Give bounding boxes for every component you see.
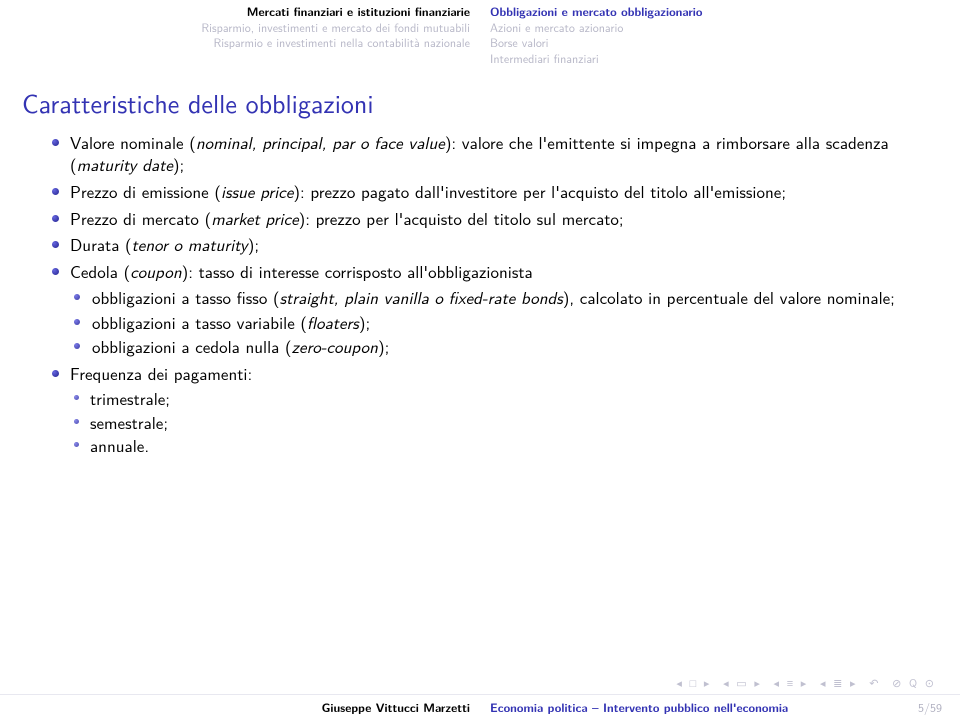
footline: Giuseppe Vittucci Marzetti Economia poli… bbox=[0, 694, 960, 720]
nav-symbols[interactable]: ◂ □ ▸ ◂ ▭ ▸ ◂ ≡ ▸ ◂ ≣ ▸ ↶ ⊘ Q ⊙ bbox=[0, 673, 960, 694]
sub-tasso-variabile: obbligazioni a tasso variabile (floaters… bbox=[70, 312, 912, 334]
bullet-valore-nominale: Valore nominale (nominal, principal, par… bbox=[48, 132, 912, 176]
sub-cedola-nulla: obbligazioni a cedola nulla (zero-coupon… bbox=[70, 336, 912, 358]
footer: ◂ □ ▸ ◂ ▭ ▸ ◂ ≡ ▸ ◂ ≣ ▸ ↶ ⊘ Q ⊙ Giuseppe… bbox=[0, 673, 960, 720]
content: Valore nominale (nominal, principal, par… bbox=[0, 128, 960, 457]
bullet-prezzo-mercato: Prezzo di mercato (market price): prezzo… bbox=[48, 208, 912, 230]
nav-last-icon[interactable]: ◂ ≣ ▸ bbox=[820, 675, 858, 691]
page-number: 5/59 bbox=[918, 698, 950, 716]
subsection-sub1: Azioni e mercato azionario bbox=[490, 20, 950, 36]
header: Mercati finanziari e istituzioni finanzi… bbox=[0, 0, 960, 72]
bullet-prezzo-emissione: Prezzo di emissione (issue price): prezz… bbox=[48, 181, 912, 203]
bullet-durata: Durata (tenor o maturity); bbox=[48, 234, 912, 256]
nav-search-icon[interactable]: ⊘ Q ⊙ bbox=[892, 675, 936, 691]
sub-annuale: annuale. bbox=[70, 435, 912, 457]
slide: Mercati finanziari e istituzioni finanzi… bbox=[0, 0, 960, 720]
frame-title: Caratteristiche delle obbligazioni bbox=[0, 72, 960, 128]
sub-semestrale: semestrale; bbox=[70, 412, 912, 434]
footer-title: Economia politica – Intervento pubblico … bbox=[480, 695, 960, 720]
nav-first-icon[interactable]: ◂ □ ▸ bbox=[676, 675, 711, 691]
subsection-sub3: Intermediari finanziari bbox=[490, 51, 950, 67]
bullet-cedola: Cedola (coupon): tasso di interesse corr… bbox=[48, 261, 912, 358]
sub-tasso-fisso: obbligazioni a tasso fisso (straight, pl… bbox=[70, 287, 912, 309]
bullet-frequenza: Frequenza dei pagamenti: trimestrale; se… bbox=[48, 363, 912, 457]
header-left: Mercati finanziari e istituzioni finanzi… bbox=[0, 0, 480, 72]
sub-trimestrale: trimestrale; bbox=[70, 388, 912, 410]
header-right: Obbligazioni e mercato obbligazionario A… bbox=[480, 0, 960, 72]
nav-next-icon[interactable]: ◂ ≡ ▸ bbox=[774, 675, 809, 691]
section-sub2: Risparmio e investimenti nella contabili… bbox=[10, 35, 470, 51]
footer-author: Giuseppe Vittucci Marzetti bbox=[0, 695, 480, 720]
nav-back-icon[interactable]: ↶ bbox=[869, 675, 880, 691]
nav-prev-icon[interactable]: ◂ ▭ ▸ bbox=[723, 675, 762, 691]
